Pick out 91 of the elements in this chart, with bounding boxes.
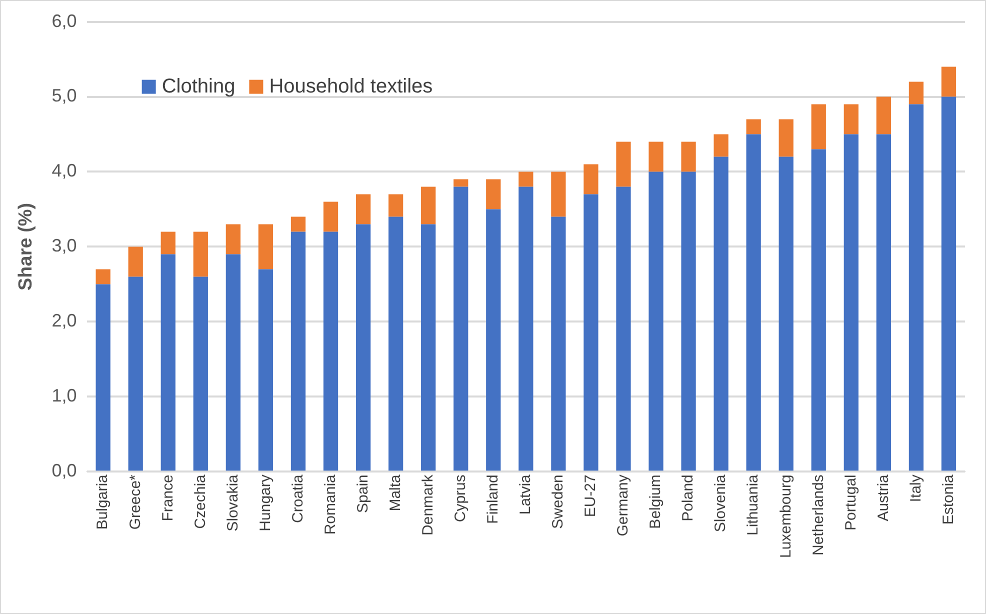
bar xyxy=(876,96,892,134)
bar xyxy=(844,134,858,471)
x-tick-label: Slovenia xyxy=(712,474,730,532)
bar xyxy=(258,224,274,270)
x-tick-label: Malta xyxy=(386,474,404,512)
x-tick-label: Greece* xyxy=(126,474,144,530)
bar xyxy=(193,232,208,277)
bar xyxy=(160,254,176,471)
x-tick-label: Netherlands xyxy=(810,474,827,556)
bar xyxy=(941,66,956,97)
x-tick-label: Germany xyxy=(614,474,632,536)
bar xyxy=(128,276,143,471)
bar xyxy=(616,142,631,187)
bar xyxy=(323,232,338,471)
bar xyxy=(778,119,794,157)
x-tick-label: Czechia xyxy=(192,474,209,529)
bar xyxy=(356,194,371,224)
bar xyxy=(388,194,404,217)
bar xyxy=(454,179,468,187)
bar xyxy=(388,216,404,471)
bar xyxy=(290,232,306,471)
y-tick-label: 1,0 xyxy=(52,386,77,406)
x-tick-label: Austria xyxy=(874,474,892,522)
bar xyxy=(844,104,858,134)
bar xyxy=(714,134,728,157)
bar xyxy=(258,269,274,471)
bar xyxy=(876,134,892,471)
bar xyxy=(811,149,826,471)
y-tick-label: 5,0 xyxy=(52,86,77,106)
bar xyxy=(160,232,176,254)
x-tick-label: Poland xyxy=(680,474,697,522)
bar xyxy=(518,186,534,471)
y-tick-label: 4,0 xyxy=(52,160,77,181)
bar xyxy=(551,172,566,217)
bar xyxy=(746,119,761,134)
bar xyxy=(584,194,598,471)
x-tick-label: Italy xyxy=(907,474,924,502)
y-tick-label: 0,0 xyxy=(52,460,77,481)
bar xyxy=(681,172,696,471)
bar xyxy=(584,164,598,194)
x-tick-label: Bulgaria xyxy=(94,474,112,530)
bar xyxy=(518,172,534,187)
bar xyxy=(486,209,501,471)
bar xyxy=(323,202,338,232)
y-tick-label: 6,0 xyxy=(52,10,77,31)
legend-label: Clothing xyxy=(162,75,236,98)
x-tick-label: Cyprus xyxy=(452,474,469,522)
x-tick-label: Slovakia xyxy=(224,474,242,532)
bar xyxy=(454,186,468,471)
y-tick-label: 3,0 xyxy=(52,236,77,256)
bar xyxy=(941,96,956,471)
bar xyxy=(421,186,436,224)
bar xyxy=(908,82,924,104)
bar xyxy=(811,104,826,150)
bar xyxy=(356,224,371,471)
x-tick-label: Latvia xyxy=(517,474,534,515)
bar xyxy=(908,104,924,471)
legend-label: Household textiles xyxy=(269,75,433,98)
x-tick-label: Lithuania xyxy=(744,474,762,536)
x-tick-label: Hungary xyxy=(256,474,274,532)
bar xyxy=(551,216,566,471)
x-tick-label: Croatia xyxy=(289,474,306,523)
x-tick-label: Luxembourg xyxy=(777,474,794,558)
y-tick-label: 2,0 xyxy=(52,310,77,331)
x-tick-label: Belgium xyxy=(647,474,664,529)
x-tick-label: Portugal xyxy=(842,474,860,530)
bar xyxy=(96,284,110,471)
bar xyxy=(778,156,794,471)
x-tick-label: EU-27 xyxy=(582,474,600,518)
x-tick-label: Sweden xyxy=(550,474,567,529)
bar xyxy=(193,276,208,471)
bar xyxy=(714,156,728,471)
x-tick-label: Romania xyxy=(322,474,339,535)
x-tick-label: Estonia xyxy=(940,474,957,525)
x-tick-label: Finland xyxy=(484,474,502,524)
bar xyxy=(616,186,631,471)
bar xyxy=(746,134,761,471)
bar xyxy=(421,224,436,471)
bar xyxy=(648,172,664,471)
bar xyxy=(226,254,241,471)
bar xyxy=(681,142,696,172)
x-tick-label: France xyxy=(159,474,176,522)
y-axis-title: Share (%) xyxy=(16,202,37,291)
bar xyxy=(486,179,501,210)
bar xyxy=(648,142,664,172)
bar xyxy=(128,246,143,277)
x-tick-label: Spain xyxy=(354,474,372,513)
x-tick-label: Denmark xyxy=(419,474,436,536)
bar xyxy=(96,269,110,284)
bar xyxy=(290,216,306,232)
bar xyxy=(226,224,241,254)
